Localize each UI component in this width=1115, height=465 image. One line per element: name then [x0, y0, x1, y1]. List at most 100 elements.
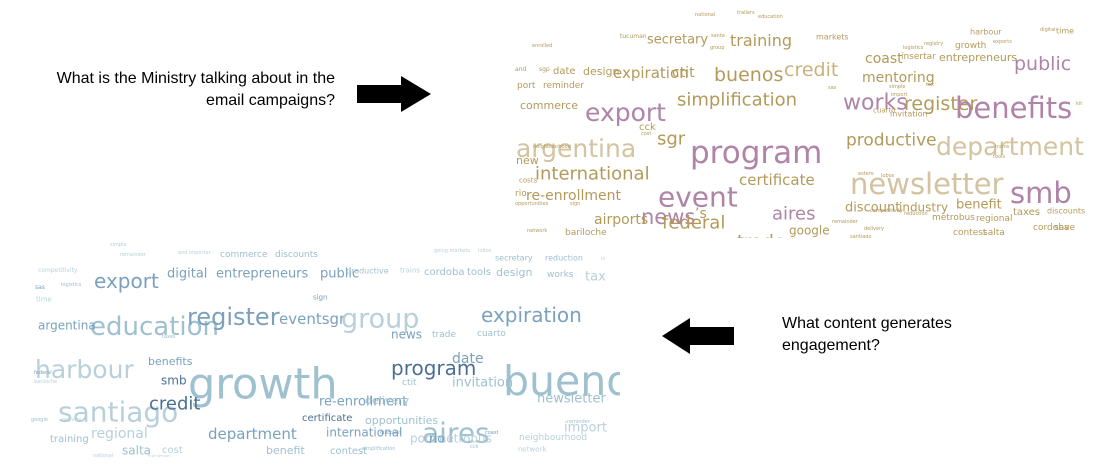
- campaigns-word-program: program: [690, 135, 822, 171]
- engagement-word-public: public: [320, 266, 359, 281]
- engagement-word-international: international: [326, 426, 402, 440]
- campaigns-word-bariloche: bariloche: [565, 228, 607, 238]
- campaigns-word-tax: tax: [926, 82, 934, 88]
- campaigns-word-exports: exports: [993, 39, 1012, 45]
- engagement-word-importar: importar: [189, 250, 212, 256]
- campaigns-word-event: event: [658, 180, 738, 213]
- engagement-word-program: program: [391, 356, 476, 380]
- campaigns-word-sgr: sgr: [657, 128, 686, 149]
- engagement-word-federal: federal: [34, 370, 52, 376]
- engagement-word-neighbourhood: neighbourhood: [519, 433, 587, 443]
- campaigns-word-ctit: ctit: [672, 65, 695, 81]
- engagement-word-certificate: certificate: [302, 413, 352, 424]
- engagement-word-registry: registry: [62, 417, 81, 423]
- engagement-word-group: group: [341, 304, 419, 335]
- campaigns-word-entrepreneurs: entrepreneurs: [939, 51, 1017, 64]
- campaigns-word-expiration: expiration: [613, 64, 689, 82]
- campaigns-word-cost: cost: [641, 131, 651, 137]
- engagement-word-commerce: commerce: [220, 250, 268, 260]
- engagement-word-eventsgr: eventsgr: [279, 310, 346, 328]
- campaigns-word-opportunities: opportunities: [515, 201, 549, 207]
- campaigns-word-network: network: [527, 228, 547, 234]
- campaigns-word-productive: productive: [846, 131, 937, 151]
- engagement-word-import: import: [564, 420, 607, 435]
- engagement-word-santiago: santiago: [58, 395, 178, 428]
- engagement-word-coast: coast: [485, 430, 498, 436]
- engagement-word-tucuman: tucuman: [148, 454, 170, 457]
- engagement-word-trade: trade: [432, 330, 456, 340]
- wordcloud-engagement: simple remainder and importar commerce discou…: [30, 232, 620, 457]
- engagement-word-discounts: discounts: [275, 250, 318, 260]
- engagement-word-tools: tools: [467, 267, 491, 278]
- engagement-word-time: time: [36, 296, 52, 304]
- engagement-word-buenos: buenos: [503, 357, 620, 405]
- campaigns-word-discounts: discounts: [1047, 206, 1085, 215]
- campaigns-word-markets: markets: [816, 32, 849, 41]
- campaigns-word-enrolled: enrolled: [532, 43, 552, 49]
- campaigns-word-costs: costs: [519, 177, 538, 185]
- campaigns-word-invitation: invitation: [890, 109, 928, 118]
- campaigns-word-sgp: sgp: [539, 66, 550, 73]
- campaigns-word-sas: sas: [828, 85, 837, 91]
- engagement-word-argentina: argentina: [38, 319, 96, 333]
- engagement-word-salta: salta: [122, 444, 151, 457]
- engagement-word-bariloche: bariloche: [34, 379, 57, 385]
- campaigns-word-sign: sign: [570, 201, 580, 207]
- campaigns-word-salta: salta: [983, 228, 1005, 238]
- campaigns-word-kit: kit: [1076, 101, 1082, 107]
- engagement-word-cost: cost: [162, 445, 183, 456]
- engagement-word-tax: tax: [585, 269, 606, 284]
- engagement-word-news: news: [391, 328, 422, 342]
- engagement-word-reduction: reduction: [545, 253, 583, 262]
- campaigns-word-neighbourhood: neighbourhood: [533, 144, 571, 150]
- campaigns-word-education: education: [758, 14, 783, 20]
- campaigns-word-industry: industry: [899, 201, 948, 215]
- campaigns-word-metrobus: metrobus: [932, 213, 975, 223]
- campaigns-word-tools: tools: [993, 154, 1005, 160]
- campaigns-word-trailers: trailers: [737, 10, 755, 16]
- campaigns-word-federal: federal: [662, 212, 725, 233]
- engagement-word-expiration: expiration: [481, 303, 582, 327]
- campaigns-word-department: department: [936, 132, 1084, 161]
- engagement-word-logistics: logistics: [61, 282, 82, 288]
- campaigns-word-re-enrollment: re-enrollment: [526, 188, 622, 204]
- campaigns-word-register: register: [904, 93, 977, 115]
- engagement-word-smb: smb: [161, 374, 187, 388]
- campaigns-word-time: time: [1056, 26, 1074, 35]
- campaigns-word-group: group: [710, 45, 725, 51]
- campaigns-word-training: training: [730, 31, 792, 50]
- engagement-word-department: department: [208, 425, 297, 443]
- campaigns-word-design: design: [583, 65, 620, 78]
- campaigns-word-s: ’s: [695, 206, 707, 222]
- campaigns-word-international: international: [535, 163, 650, 184]
- campaigns-word-registry: registry: [924, 41, 943, 47]
- engagement-word-sign: sign: [313, 294, 327, 302]
- campaigns-word-cordoba: cordoba: [1033, 223, 1069, 233]
- engagement-word-cck: cck: [470, 444, 478, 450]
- wordcloud-campaigns: national trailers education tucuman secretar…: [515, 8, 1095, 238]
- engagement-word-credit: credit: [149, 393, 200, 414]
- engagement-word-aires: aires: [422, 416, 490, 449]
- engagement-word-register: register: [187, 303, 280, 331]
- campaigns-word-remainder: remainder: [832, 219, 859, 225]
- engagement-word-trains: trains: [400, 267, 420, 275]
- campaigns-word-cck: cck: [639, 122, 656, 133]
- engagement-word-delivery: delivery: [365, 394, 410, 407]
- engagement-word-simplification: simplification: [362, 446, 395, 452]
- campaigns-word-lobos: lobos: [881, 173, 895, 179]
- campaigns-word-news: news: [641, 205, 695, 229]
- campaigns-word-benefit: benefit: [956, 197, 1002, 212]
- engagement-word-competitivity: competitivity: [38, 267, 78, 274]
- campaigns-word-newsletter: newsletter: [850, 167, 1004, 201]
- engagement-word-design: design: [496, 266, 533, 279]
- campaigns-word-airports: airports: [594, 212, 648, 228]
- campaigns-word-mentoring: mentoring: [862, 70, 935, 86]
- engagement-word-and: and: [178, 250, 187, 256]
- campaigns-word-argentina: argentina: [516, 134, 636, 163]
- campaigns-word-santa: santa: [711, 33, 725, 39]
- engagement-word-invitation: invitation: [452, 375, 513, 390]
- engagement-word-export: export: [94, 269, 159, 293]
- engagement-word-is: is: [601, 256, 605, 262]
- campaigns-word-date: date: [553, 66, 576, 77]
- campaigns-word-aires: aires: [772, 203, 816, 224]
